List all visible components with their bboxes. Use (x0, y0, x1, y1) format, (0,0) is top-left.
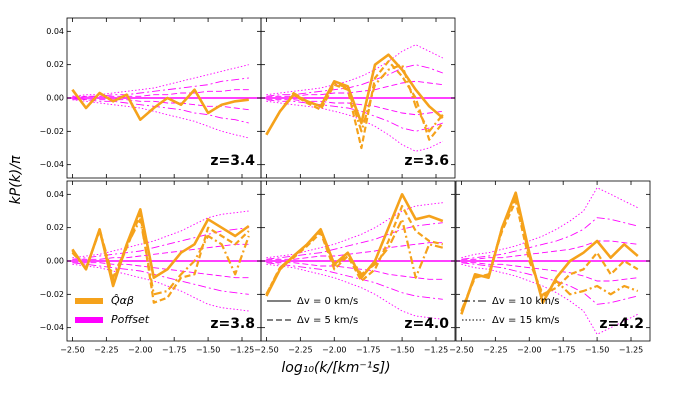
x-tick-label: −2.50 (449, 346, 474, 355)
error-envelope (266, 262, 443, 300)
x-tick-label: −2.25 (94, 346, 119, 355)
error-envelope (461, 262, 638, 305)
y-tick-label: 0.04 (46, 190, 64, 199)
x-tick-label: −1.75 (162, 346, 187, 355)
y-tick-label: −0.04 (39, 160, 64, 169)
x-tick-label: −2.00 (128, 346, 153, 355)
data-line (265, 193, 444, 297)
x-axis-label: log₁₀(k/[km⁻¹s]) (281, 360, 390, 376)
data-line (265, 60, 444, 150)
error-envelope (266, 99, 443, 132)
panel (261, 44, 455, 152)
y-tick-label: 0.04 (46, 27, 64, 36)
data-line (265, 218, 444, 295)
panel (261, 193, 455, 320)
x-tick-label: −1.75 (551, 346, 576, 355)
data-line (71, 88, 249, 121)
error-envelope (72, 64, 249, 97)
error-envelope (266, 100, 443, 152)
x-tick-label: −1.50 (585, 346, 610, 355)
error-envelope (266, 262, 443, 280)
panel (67, 208, 261, 312)
legend-label: Poffset (111, 313, 150, 326)
legend-label: Δv = 5 km/s (297, 315, 358, 326)
y-tick-label: −0.02 (39, 127, 64, 136)
error-envelope (72, 99, 249, 124)
error-envelope (266, 242, 443, 260)
x-tick-label: −2.25 (483, 346, 508, 355)
x-tick-label: −1.25 (424, 346, 449, 355)
error-envelope (461, 187, 638, 259)
error-envelope (461, 262, 638, 282)
panel (67, 64, 261, 139)
y-tick-label: −0.04 (39, 323, 64, 332)
error-envelope (72, 262, 249, 279)
error-envelope (266, 222, 443, 260)
x-tick-label: −1.50 (390, 346, 415, 355)
panel-label: z=3.4 (210, 153, 255, 169)
error-envelope (72, 262, 249, 295)
error-envelope (72, 243, 249, 260)
legend-label: Q̂αβ (111, 294, 134, 307)
x-tick-label: −2.00 (322, 346, 347, 355)
error-envelope (461, 240, 638, 260)
panel-label: z=4.0 (404, 316, 449, 332)
error-envelope (72, 227, 249, 260)
data-line (460, 196, 639, 312)
y-tick-label: 0.02 (46, 223, 64, 232)
y-tick-label: −0.02 (39, 290, 64, 299)
error-envelope (266, 99, 443, 116)
error-envelope (72, 89, 249, 99)
error-envelope (72, 77, 249, 97)
panel (456, 187, 650, 335)
x-tick-label: −2.00 (517, 346, 542, 355)
x-tick-label: −1.25 (619, 346, 644, 355)
legend-label: Δv = 15 km/s (492, 315, 560, 326)
y-tick-label: 0.00 (46, 257, 64, 266)
error-envelope (72, 99, 249, 139)
y-axis-label: kP(k)/π (8, 155, 24, 204)
legend-label: Δv = 10 km/s (492, 296, 560, 307)
x-tick-label: −2.50 (60, 346, 85, 355)
y-tick-label: 0.00 (46, 94, 64, 103)
y-tick-label: 0.02 (46, 60, 64, 69)
error-envelope (72, 263, 249, 312)
error-envelope (461, 217, 638, 260)
x-tick-label: −1.25 (230, 346, 255, 355)
x-tick-label: −2.50 (254, 346, 279, 355)
panel-label: z=3.6 (404, 153, 449, 169)
x-tick-label: −2.25 (288, 346, 313, 355)
error-envelope (266, 64, 443, 97)
data-line (265, 63, 444, 136)
legend-label: Δv = 0 km/s (297, 296, 358, 307)
error-envelope (266, 44, 443, 96)
error-envelope (72, 210, 249, 259)
data-line (265, 204, 444, 295)
error-envelope (266, 202, 443, 259)
data-line (265, 53, 444, 136)
panel-label: z=4.2 (599, 316, 644, 332)
error-envelope (266, 263, 443, 320)
x-tick-label: −1.50 (196, 346, 221, 355)
data-line (71, 218, 250, 296)
panel-label: z=3.8 (210, 316, 255, 332)
x-tick-label: −1.75 (356, 346, 381, 355)
